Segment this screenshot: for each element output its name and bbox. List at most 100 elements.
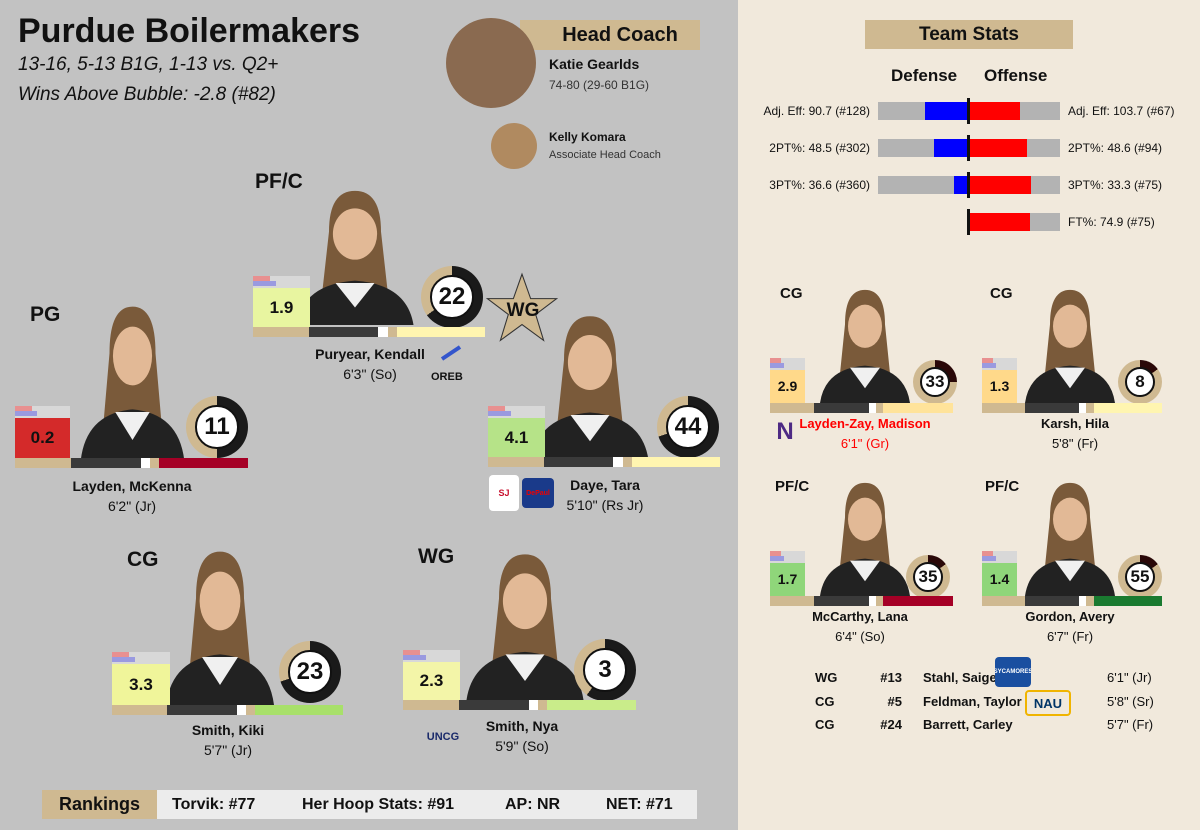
stat-box-header [770, 551, 805, 563]
defense-label: Defense [891, 66, 958, 85]
award-star-badge [485, 272, 559, 344]
head-coach-photo [446, 18, 536, 108]
offense-stat-label: 3PT%: 33.3 (#75) [1068, 178, 1163, 192]
jersey-number: 3 [583, 648, 627, 692]
jersey-number-ring: 22 [421, 266, 483, 328]
stat-box-header [112, 652, 170, 664]
center-axis-line [967, 98, 970, 124]
stat-box-header [403, 650, 460, 662]
player-height-class: 5'10" (Rs Jr) [566, 497, 644, 513]
defense-stat-label: 2PT%: 48.5 (#302) [769, 141, 870, 155]
player-photo [815, 285, 915, 403]
offense-stat-label: Adj. Eff: 103.7 (#67) [1068, 104, 1175, 118]
center-axis-line [967, 135, 970, 161]
player-height-class: 6'4" (So) [835, 629, 885, 644]
player-stat-box: 2.9 [770, 370, 805, 403]
wins-above-bubble: Wins Above Bubble: -2.8 (#82) [18, 84, 276, 105]
bench-position: WG [815, 670, 838, 685]
player-usage-bar [15, 458, 248, 468]
jersey-number-ring: 35 [906, 555, 950, 599]
player-stat-box: 4.1 [488, 418, 545, 457]
assoc-coach-photo [491, 123, 537, 169]
player-usage-bar [488, 457, 720, 467]
player-height-class: 6'7" (Fr) [1046, 629, 1094, 644]
player-name: Puryear, Kendall [315, 346, 425, 362]
offense-label: Offense [984, 66, 1048, 85]
player-name: Gordon, Avery [1025, 609, 1115, 624]
assoc-coach-name: Kelly Komara [549, 130, 626, 144]
player-height-class: 5'8" (Fr) [1051, 436, 1099, 451]
bench-name: Feldman, Taylor [923, 694, 1022, 709]
player-usage-bar [982, 596, 1163, 606]
jersey-number-ring: 8 [1118, 360, 1162, 404]
defense-bar-fill [954, 176, 968, 194]
jersey-number-ring: 3 [574, 639, 636, 701]
bench-number: #13 [880, 670, 902, 685]
bench-position: CG [815, 717, 835, 732]
player-position: PF/C [985, 478, 1020, 495]
bench-position: CG [815, 694, 835, 709]
nau-logo: NAU [1025, 690, 1071, 716]
team-stats-band: Team Stats [865, 20, 1073, 49]
rankings-label: Rankings [42, 790, 157, 819]
oreb-label: OREB [431, 371, 463, 383]
jersey-number-ring: 44 [657, 396, 719, 458]
player-position: WG [418, 545, 455, 568]
player-name: Layden, McKenna [72, 478, 192, 494]
offense-stat-label: FT%: 74.9 (#75) [1068, 215, 1155, 229]
jersey-number: 35 [912, 561, 944, 593]
player-photo [1020, 478, 1120, 596]
jersey-number-ring: 11 [186, 396, 248, 458]
ranking-ap: AP: NR [505, 796, 561, 813]
player-usage-bar [112, 705, 343, 715]
team-title: Purdue Boilermakers [18, 12, 361, 50]
offense-bar-fill [968, 213, 1030, 231]
player-photo [290, 185, 420, 325]
player-usage-bar [770, 596, 953, 606]
stat-box-header [253, 276, 310, 288]
offense-bar-fill [968, 139, 1027, 157]
player-usage-bar [403, 700, 636, 710]
indiana-state-logo: SYCAMORES [995, 657, 1031, 687]
stat-box-header [982, 358, 1017, 370]
bench-number: #5 [887, 694, 902, 709]
player-photo [75, 300, 190, 460]
player-photo [460, 548, 590, 700]
player-stat-box: 3.3 [112, 664, 170, 705]
award-badge-label: WG [506, 300, 540, 321]
center-axis-line [967, 209, 970, 235]
team-record: 13-16, 5-13 B1G, 1-13 vs. Q2+ [18, 54, 279, 75]
head-coach-name: Katie Gearlds [549, 56, 640, 72]
ranking-torvik: Torvik: #77 [172, 796, 256, 813]
player-height-class: 6'3" (So) [343, 366, 397, 382]
st-johns-logo: SJ [489, 475, 519, 511]
offense-bar-fill [968, 102, 1020, 120]
bench-name: Stahl, Saige [923, 670, 997, 685]
player-name: Karsh, Hila [1041, 416, 1109, 431]
player-stat-box: 1.3 [982, 370, 1017, 403]
player-position: CG [780, 285, 803, 302]
stat-box-header [982, 551, 1017, 563]
stat-box-header [15, 406, 70, 418]
player-position: CG [127, 548, 159, 571]
bench-height-class: 6'1" (Jr) [1107, 670, 1152, 685]
player-stat-box: 0.2 [15, 418, 70, 458]
player-height-class: 6'1" (Gr) [840, 436, 890, 451]
jersey-number-ring: 23 [279, 641, 341, 703]
defense-stat-label: 3PT%: 36.6 (#360) [769, 178, 870, 192]
stat-box-header [770, 358, 805, 370]
player-height-class: 6'2" (Jr) [107, 498, 157, 514]
offense-bar-fill [968, 176, 1031, 194]
defense-bar-fill [925, 102, 968, 120]
player-name: Layden-Zay, Madison [799, 416, 931, 431]
jersey-number: 8 [1124, 366, 1156, 398]
oreb-icon [432, 345, 468, 363]
defense-bar-fill [934, 139, 968, 157]
head-coach-band: Head Coach [520, 20, 700, 50]
player-position: CG [990, 285, 1013, 302]
center-axis-line [967, 172, 970, 198]
bench-height-class: 5'7" (Fr) [1107, 717, 1154, 732]
ranking-her-hoop-stats: Her Hoop Stats: #91 [302, 796, 455, 813]
player-stat-box: 1.4 [982, 563, 1017, 596]
depaul-logo: DePaul [522, 478, 554, 508]
